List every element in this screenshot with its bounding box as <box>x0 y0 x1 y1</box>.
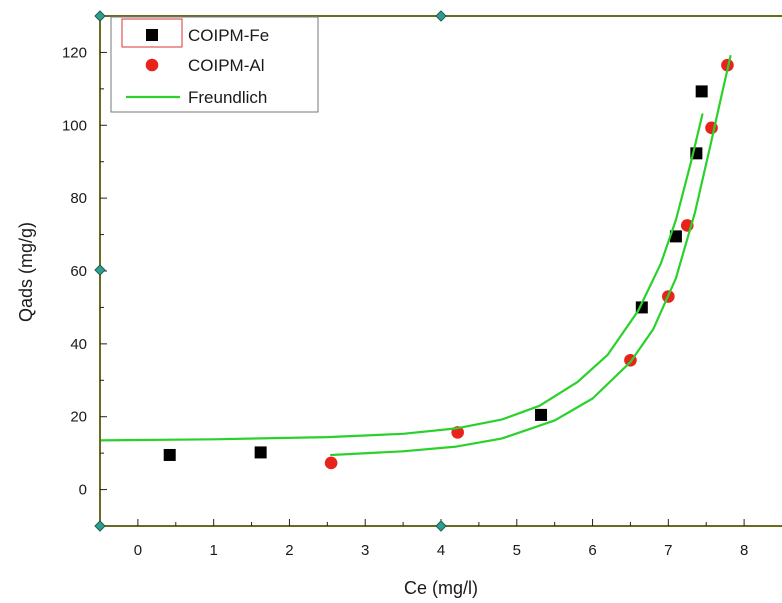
legend-label: COIPM-Al <box>188 56 265 75</box>
fit-curve-2 <box>98 113 704 442</box>
fe-data-point <box>535 408 548 421</box>
y-tick-label: 100 <box>62 117 87 134</box>
x-axis-title: Ce (mg/l) <box>404 578 478 598</box>
selection-handle <box>435 10 447 22</box>
y-tick-label: 80 <box>70 190 87 207</box>
x-tick-label: 7 <box>664 542 672 559</box>
selection-handle <box>94 264 106 276</box>
al-data-point <box>324 456 338 470</box>
x-tick-label: 6 <box>588 542 596 559</box>
x-tick-label: 8 <box>740 542 748 559</box>
legend-swatch-circle <box>145 58 159 72</box>
y-tick-label: 0 <box>79 482 87 499</box>
fit-curve-3 <box>330 54 732 457</box>
fe-data-point <box>254 446 267 459</box>
y-axis-title: Qads (mg/g) <box>16 222 36 322</box>
legend-swatch-square <box>146 29 158 41</box>
y-tick-label: 20 <box>70 409 87 426</box>
selection-handle <box>435 520 447 532</box>
selection-handle <box>94 10 106 22</box>
x-tick-label: 0 <box>134 542 142 559</box>
legend: COIPM-Fe COIPM-Al Freundlich <box>110 16 319 113</box>
fe-data-point <box>695 85 708 98</box>
legend-selected-outline <box>121 18 183 48</box>
legend-label: Freundlich <box>188 88 267 107</box>
legend-label: COIPM-Fe <box>188 26 269 45</box>
plot-layer <box>98 54 734 470</box>
x-tick-label: 1 <box>209 542 217 559</box>
x-tick-label: 3 <box>361 542 369 559</box>
y-tick-label: 120 <box>62 44 87 61</box>
y-tick-label: 60 <box>70 263 87 280</box>
fe-data-point <box>669 230 682 243</box>
x-tick-label: 2 <box>285 542 293 559</box>
selection-handle <box>94 520 106 532</box>
x-tick-label: 4 <box>437 542 445 559</box>
fe-data-point <box>163 448 176 461</box>
y-tick-label: 40 <box>70 336 87 353</box>
x-tick-label: 5 <box>513 542 521 559</box>
